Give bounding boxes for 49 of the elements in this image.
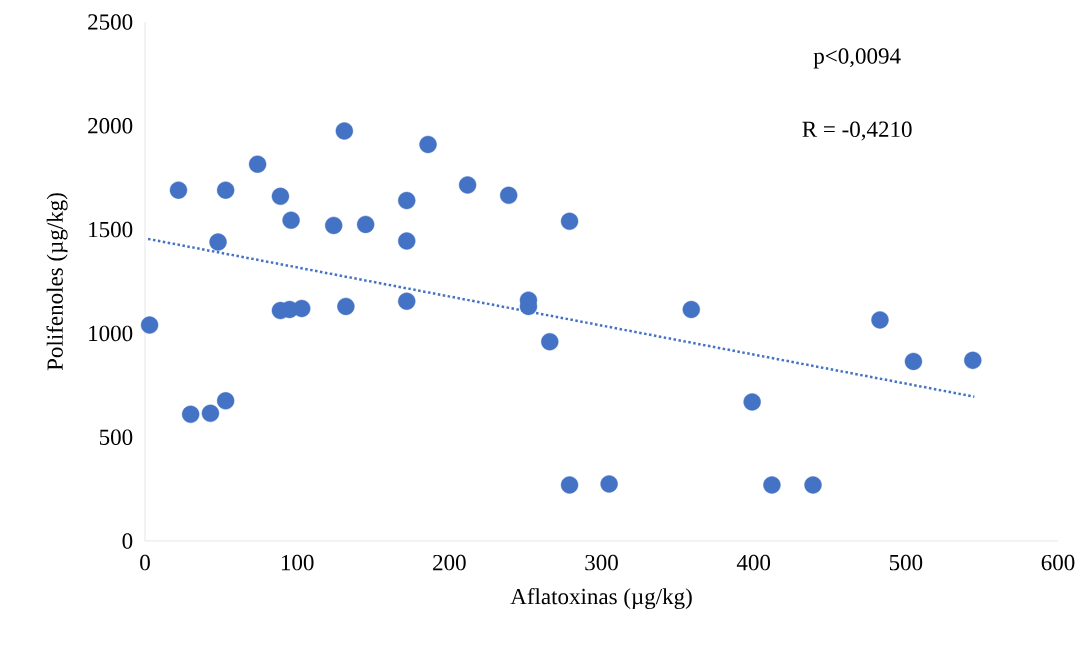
point [140, 316, 159, 334]
y-tick-label: 1000 [89, 325, 133, 342]
point [964, 351, 982, 370]
x-tick-label: 0 [140, 554, 150, 571]
point [209, 233, 227, 251]
y-tick-label: 500 [99, 429, 133, 445]
point [356, 215, 375, 234]
y-tick-label: 0 [122, 533, 133, 549]
point [282, 211, 300, 229]
y-tick-label: 1500 [89, 221, 133, 238]
x-tick-label: 500 [889, 554, 923, 571]
x-tick-label: 100 [281, 554, 314, 571]
y-tick-label: 2000 [88, 118, 133, 134]
point [458, 176, 477, 194]
x-tick-label: 600 [1041, 554, 1075, 571]
point [216, 392, 235, 410]
point [682, 300, 700, 319]
point [600, 475, 618, 493]
x-tick-label: 400 [736, 554, 771, 571]
point [248, 155, 267, 173]
point [499, 186, 518, 205]
x-tick-label: 300 [585, 554, 618, 571]
point [560, 212, 579, 230]
point [169, 181, 188, 199]
point [337, 297, 355, 316]
x-axis-title: Aflatoxinas (µg/kg) [510, 587, 692, 610]
point [904, 352, 923, 371]
point [324, 216, 343, 235]
annotation: p<0,0094 [813, 48, 901, 69]
point [560, 476, 579, 494]
point [871, 311, 889, 329]
point [201, 404, 220, 423]
x-tick-label: 200 [433, 554, 466, 571]
y-axis-title: Polifenoles (µg/kg) [46, 193, 68, 371]
y-tick-label: 2500 [88, 14, 133, 30]
point [271, 187, 290, 206]
point [398, 292, 416, 310]
point [419, 135, 437, 154]
point [335, 122, 354, 140]
point [743, 393, 761, 411]
point [181, 405, 200, 424]
point [216, 181, 235, 199]
point [293, 299, 311, 318]
point [398, 191, 416, 210]
point [763, 476, 781, 494]
point [541, 332, 559, 351]
point [804, 476, 822, 494]
point [398, 232, 416, 250]
annotation: R = -0,4210 [802, 121, 912, 141]
